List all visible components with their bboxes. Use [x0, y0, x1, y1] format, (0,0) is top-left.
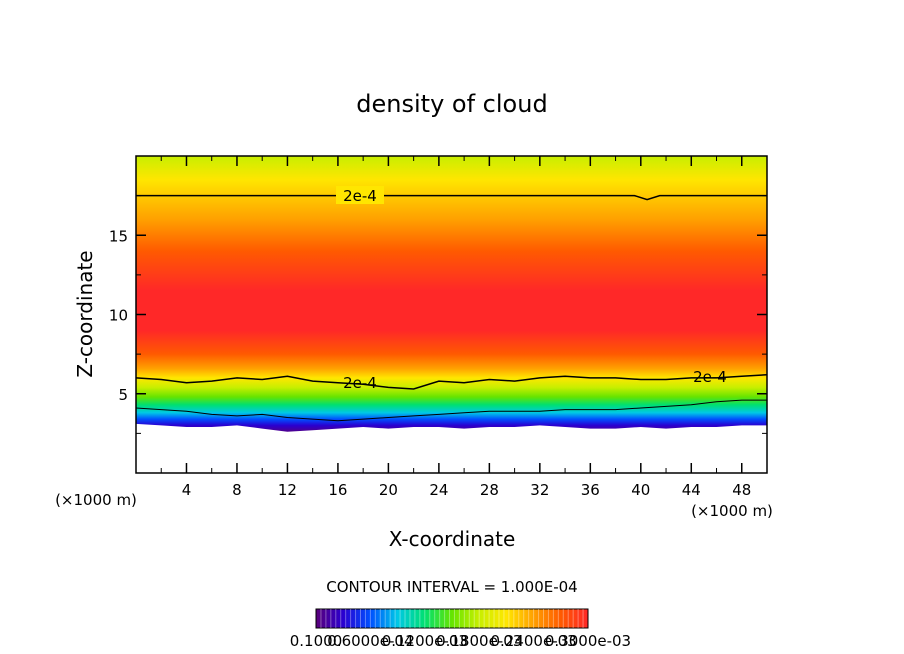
chart-title: density of cloud	[356, 90, 547, 118]
x-tick-label-8: 8	[232, 481, 242, 499]
x-tick-label-36: 36	[581, 481, 600, 499]
y-tick-label-15: 15	[109, 227, 128, 245]
colorbar: 0.10000.6000e-040.1200e-030.1800e-030.24…	[290, 608, 631, 650]
x-unit-label-left: (×1000 m)	[55, 491, 137, 509]
contour-label-lower-1: 2e-4	[343, 374, 377, 392]
colorbar-label-4: 0.2400e-03	[490, 632, 576, 650]
contour-line-upper	[136, 194, 767, 201]
y-tick-label-10: 10	[109, 307, 128, 325]
x-tick-label-32: 32	[530, 481, 549, 499]
x-tick-label-40: 40	[631, 481, 650, 499]
contour-interval: CONTOUR INTERVAL = 1.000E-04	[326, 578, 577, 596]
x-tick-label-28: 28	[480, 481, 499, 499]
x-tick-label-12: 12	[278, 481, 297, 499]
contour-labels: 2e-4 2e-4 2e-4	[336, 186, 727, 392]
cloud-field	[136, 156, 767, 473]
colorbar-label-1: 0.6000e-04	[327, 632, 413, 650]
colorbar-labels: 0.10000.6000e-040.1200e-030.1800e-030.24…	[290, 632, 631, 650]
x-tick-label-16: 16	[328, 481, 347, 499]
contour-label-bg-upper	[336, 186, 384, 204]
y-axis: 5 10 15	[109, 195, 767, 434]
contour-label-lower-2: 2e-4	[693, 368, 727, 386]
colorbar-label-3: 0.1800e-03	[436, 632, 522, 650]
y-tick-label-5: 5	[118, 386, 128, 404]
x-tick-label-44: 44	[682, 481, 701, 499]
contour-line-lower	[136, 373, 767, 390]
x-tick-label-20: 20	[379, 481, 398, 499]
plot-area	[136, 156, 767, 473]
x-tick-label-4: 4	[182, 481, 192, 499]
x-tick-label-24: 24	[429, 481, 448, 499]
colorbar-strip	[315, 608, 589, 629]
y-axis-label: Z-coordinate	[73, 250, 97, 377]
contour-line-1e4	[136, 399, 767, 422]
x-axis-label: X-coordinate	[389, 527, 516, 551]
x-tick-label-48: 48	[732, 481, 751, 499]
x-axis: 4 8 12 16 20 24 28 32 36 40 44 48	[160, 156, 751, 499]
colorbar-ticks	[320, 609, 584, 628]
contour-label-upper: 2e-4	[343, 187, 377, 205]
colorbar-label-0: 0.1000	[290, 632, 343, 650]
cloud-base-mask	[136, 423, 767, 473]
colorbar-label-2: 0.1200e-03	[382, 632, 468, 650]
colorbar-label-5: 0.3000e-03	[545, 632, 631, 650]
x-unit-label-right: (×1000 m)	[691, 502, 773, 520]
